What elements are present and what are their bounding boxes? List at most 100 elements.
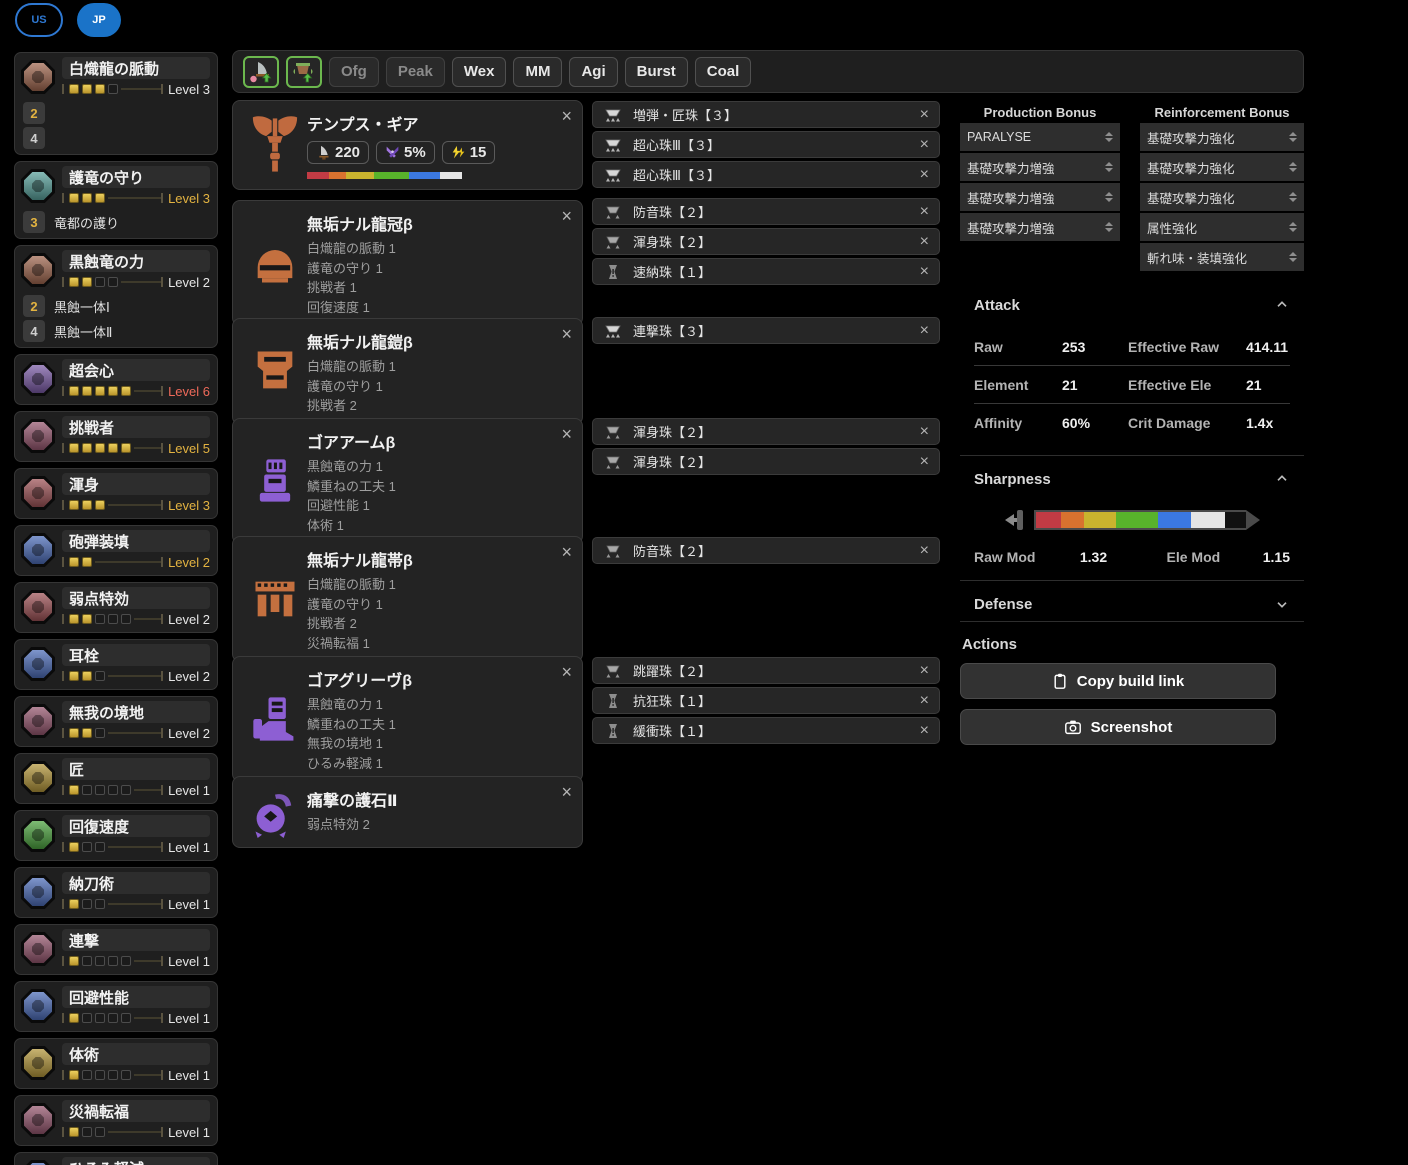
decoration-row[interactable]: 連撃珠【３】 ×: [592, 317, 940, 344]
waist-card[interactable]: 無垢ナル龍帯β 白熾龍の脈動 1 護竜の守り 1 挑戦者 2 災禍転福 1 ×: [232, 536, 583, 662]
close-icon[interactable]: ×: [919, 166, 929, 183]
set-bonus-count: 2: [23, 295, 45, 317]
close-icon[interactable]: ×: [561, 206, 572, 226]
close-icon[interactable]: ×: [919, 322, 929, 339]
armor-skill-line: 護竜の守り 1: [307, 596, 383, 612]
arms-card[interactable]: ゴアアームβ 黒蝕竜の力 1 鱗重ねの工夫 1 回避性能 1 体術 1 ×: [232, 418, 583, 544]
decoration-label: 渾身珠【２】: [633, 425, 712, 440]
lang-jp-button[interactable]: JP: [77, 3, 121, 37]
close-icon[interactable]: ×: [919, 136, 929, 153]
raw-mod-label: Raw Mod: [974, 549, 1036, 565]
skill-card[interactable]: 耳栓 Level 2: [14, 639, 218, 690]
armor-skill-line: 回復速度 1: [307, 299, 370, 315]
chest-card[interactable]: 無垢ナル龍鎧β 白熾龍の脈動 1 護竜の守り 1 挑戦者 2 ×: [232, 318, 583, 425]
weapon-card[interactable]: テンプス・ギア 220 5% 15 ×: [232, 100, 583, 190]
decoration-row[interactable]: 超心珠Ⅲ【３】 ×: [592, 161, 940, 188]
decoration-row[interactable]: 渾身珠【２】 ×: [592, 418, 940, 445]
charm-card[interactable]: 痛撃の護石Ⅱ 弱点特効 2 ×: [232, 776, 583, 848]
close-icon[interactable]: ×: [919, 233, 929, 250]
skill-level-pips: [62, 443, 131, 453]
chevron-down-icon[interactable]: [1274, 596, 1290, 612]
skill-card[interactable]: 匠 Level 1: [14, 753, 218, 804]
sword-hilt-icon: [1005, 510, 1023, 530]
skill-card[interactable]: 黒蝕竜の力 Level 2 2 黒蝕一体Ⅰ 4 黒蝕一体Ⅱ: [14, 245, 218, 348]
bonus-select[interactable]: 基礎攻撃力増強: [960, 183, 1120, 211]
decoration-row[interactable]: 渾身珠【２】 ×: [592, 448, 940, 475]
skill-card[interactable]: 挑戦者 Level 5: [14, 411, 218, 462]
bonus-select-value: 属性強化: [1147, 221, 1198, 236]
toolbar-filter-button[interactable]: Wex: [451, 56, 507, 87]
skill-card[interactable]: 弱点特効 Level 2: [14, 582, 218, 633]
bonus-select[interactable]: 基礎攻撃力強化: [1140, 183, 1304, 211]
close-icon[interactable]: ×: [561, 106, 572, 126]
decoration-row[interactable]: 防音珠【２】 ×: [592, 537, 940, 564]
head-card[interactable]: 無垢ナル龍冠β 白熾龍の脈動 1 護竜の守り 1 挑戦者 1 回復速度 1 ×: [232, 200, 583, 326]
toolbar-filter-button[interactable]: Coal: [694, 56, 752, 87]
skill-icon: [20, 988, 56, 1024]
skill-card[interactable]: 渾身 Level 3: [14, 468, 218, 519]
decoration-row[interactable]: 跳躍珠【２】 ×: [592, 657, 940, 684]
close-icon[interactable]: ×: [561, 782, 572, 802]
weapon-stats: 220 5% 15: [307, 141, 572, 164]
skill-pip: [95, 443, 105, 453]
bonus-select[interactable]: 属性強化: [1140, 213, 1304, 241]
chevron-up-icon[interactable]: [1274, 297, 1290, 313]
close-icon[interactable]: ×: [561, 662, 572, 682]
skill-card[interactable]: 災禍転福 Level 1: [14, 1095, 218, 1146]
close-icon[interactable]: ×: [561, 324, 572, 344]
decoration-row[interactable]: 抗狂珠【１】 ×: [592, 687, 940, 714]
close-icon[interactable]: ×: [919, 662, 929, 679]
bonus-select[interactable]: 基礎攻撃力強化: [1140, 153, 1304, 181]
decoration-row[interactable]: 渾身珠【２】 ×: [592, 228, 940, 255]
close-icon[interactable]: ×: [919, 106, 929, 123]
close-icon[interactable]: ×: [919, 423, 929, 440]
close-icon[interactable]: ×: [919, 542, 929, 559]
skill-pip: [108, 1013, 118, 1023]
lang-us-button[interactable]: US: [15, 3, 63, 37]
chevron-up-icon[interactable]: [1274, 471, 1290, 487]
skill-card[interactable]: 砲弾装填 Level 2: [14, 525, 218, 576]
bonus-select[interactable]: 斬れ味・装填強化: [1140, 243, 1304, 271]
close-icon[interactable]: ×: [561, 542, 572, 562]
skill-card[interactable]: 回避性能 Level 1: [14, 981, 218, 1032]
weapon-upgrade-button[interactable]: [243, 55, 279, 88]
legs-card[interactable]: ゴアグリーヴβ 黒蝕竜の力 1 鱗重ねの工夫 1 無我の境地 1 ひるみ軽減 1 ×: [232, 656, 583, 782]
close-icon[interactable]: ×: [561, 424, 572, 444]
skill-card[interactable]: 無我の境地 Level 2: [14, 696, 218, 747]
decoration-row[interactable]: 防音珠【２】 ×: [592, 198, 940, 225]
bonus-select[interactable]: PARALYSE: [960, 123, 1120, 151]
skill-set-bonuses: 2 黒蝕一体Ⅰ 4 黒蝕一体Ⅱ: [23, 295, 210, 342]
decoration-row[interactable]: 増弾・匠珠【３】 ×: [592, 101, 940, 128]
skill-card[interactable]: 納刀術 Level 1: [14, 867, 218, 918]
decoration-row[interactable]: 速納珠【１】 ×: [592, 258, 940, 285]
skill-card[interactable]: ひるみ軽減 Level 1: [14, 1152, 218, 1165]
skill-name: 納刀術: [69, 875, 115, 893]
attack-section-header: Attack: [960, 290, 1304, 320]
toolbar-filter-button[interactable]: Burst: [624, 56, 688, 87]
toolbar-filter-button[interactable]: Agi: [569, 56, 618, 87]
bonus-select[interactable]: 基礎攻撃力増強: [960, 213, 1120, 241]
armor-upgrade-button[interactable]: [286, 55, 322, 88]
skill-card[interactable]: 白熾龍の脈動 Level 3 2 4: [14, 52, 218, 155]
close-icon[interactable]: ×: [919, 263, 929, 280]
skill-level-rail: [134, 386, 164, 396]
skill-set-bonuses: 2 4: [23, 102, 210, 149]
copy-build-link-button[interactable]: Copy build link: [960, 663, 1276, 699]
screenshot-button[interactable]: Screenshot: [960, 709, 1276, 745]
skill-card[interactable]: 回復速度 Level 1: [14, 810, 218, 861]
close-icon[interactable]: ×: [919, 692, 929, 709]
decoration-row[interactable]: 超心珠Ⅲ【３】 ×: [592, 131, 940, 158]
close-icon[interactable]: ×: [919, 722, 929, 739]
toolbar-filter-button[interactable]: Ofg: [329, 56, 379, 87]
toolbar-filter-button[interactable]: Peak: [385, 56, 445, 87]
skill-card[interactable]: 連撃 Level 1: [14, 924, 218, 975]
skill-card[interactable]: 体術 Level 1: [14, 1038, 218, 1089]
close-icon[interactable]: ×: [919, 203, 929, 220]
close-icon[interactable]: ×: [919, 453, 929, 470]
skill-card[interactable]: 超会心 Level 6: [14, 354, 218, 405]
toolbar-filter-button[interactable]: MM: [513, 56, 563, 87]
skill-card[interactable]: 護竜の守り Level 3 3 竜都の護り: [14, 161, 218, 239]
decoration-row[interactable]: 緩衝珠【１】 ×: [592, 717, 940, 744]
bonus-select[interactable]: 基礎攻撃力強化: [1140, 123, 1304, 151]
bonus-select[interactable]: 基礎攻撃力増強: [960, 153, 1120, 181]
